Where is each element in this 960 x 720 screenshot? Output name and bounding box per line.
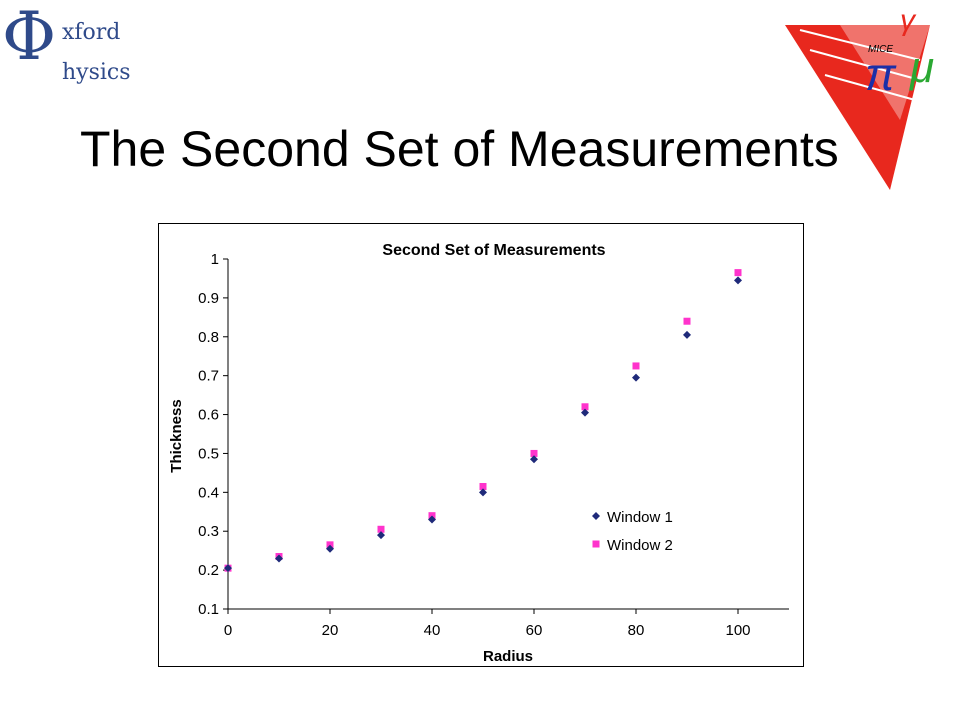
y-tick-label: 0.3 xyxy=(198,523,219,540)
y-tick-labels: 0.1 0.2 0.3 0.4 0.5 0.6 0.7 0.8 0.9 1 xyxy=(198,251,219,618)
pi-icon: π xyxy=(865,48,897,100)
chart-frame: Second Set of Measurements 0.1 0.2 0.3 0.4 0… xyxy=(158,223,804,667)
oxford-physics-logo: Φ xford hysics xyxy=(0,0,140,95)
window1-point xyxy=(734,276,742,285)
window1-point xyxy=(530,455,538,464)
x-tick-label: 40 xyxy=(424,622,441,639)
y-tick-label: 0.1 xyxy=(198,601,219,618)
window2-point xyxy=(530,449,538,457)
axes xyxy=(223,258,789,614)
window1-point xyxy=(683,330,691,339)
y-tick-label: 0.4 xyxy=(198,484,219,501)
chart-title: Second Set of Measurements xyxy=(382,242,605,259)
window1-point xyxy=(428,515,436,524)
slide-title: The Second Set of Measurements xyxy=(80,121,839,177)
logo-text-oxford: xford xyxy=(62,20,121,45)
scatter-chart: Second Set of Measurements 0.10.20.30.40… xyxy=(168,242,789,665)
window1-point xyxy=(224,564,232,573)
legend-marker-1 xyxy=(592,512,600,520)
window2-point xyxy=(632,362,640,370)
y-tick-label: 0.2 xyxy=(198,562,219,579)
mice-logo: MICE π μ γ xyxy=(785,4,934,190)
phi-symbol: Φ xyxy=(2,0,57,75)
mice-logo-text: MICE xyxy=(868,44,893,55)
mice-logo-triangle xyxy=(785,25,930,190)
y-tick-label: 0.8 xyxy=(198,329,219,346)
gamma-icon: γ xyxy=(900,4,917,37)
legend-marker-2 xyxy=(592,540,600,548)
x-tick-label: 0 xyxy=(224,622,232,639)
legend: Window 1 Window 2 xyxy=(592,509,673,554)
window1-point xyxy=(581,408,589,417)
y-axis-label: Thickness xyxy=(168,399,185,472)
x-tick-labels: 0 20 40 60 80 100 xyxy=(224,622,751,639)
y-tick-label: 0.6 xyxy=(198,407,219,424)
window2-point xyxy=(479,483,487,490)
mu-icon: μ xyxy=(909,43,934,92)
legend-label-1: Window 1 xyxy=(607,509,673,526)
mice-logo-highlight xyxy=(840,25,930,120)
y-tick-label: 1 xyxy=(211,251,219,268)
y-tick-label: 0.9 xyxy=(198,290,219,307)
logo-text-physics: hysics xyxy=(62,60,131,85)
window1-point xyxy=(479,488,487,497)
x-tick-label: 100 xyxy=(725,622,750,639)
window1-point xyxy=(326,544,334,553)
window2-point xyxy=(581,403,589,411)
data-points xyxy=(224,269,742,573)
y-tick-label: 0.7 xyxy=(198,368,219,385)
x-tick-label: 60 xyxy=(526,622,543,639)
window2-point xyxy=(734,269,742,277)
window1-point xyxy=(632,373,640,382)
x-tick-label: 20 xyxy=(322,622,339,639)
x-tick-label: 80 xyxy=(628,622,645,639)
y-tick-label: 0.5 xyxy=(198,445,219,462)
window2-point xyxy=(377,525,385,533)
x-axis-label: Radius xyxy=(483,648,533,665)
legend-label-2: Window 2 xyxy=(607,537,673,554)
window1-point xyxy=(377,531,385,540)
window2-point xyxy=(683,317,691,325)
window1-point xyxy=(275,554,283,563)
